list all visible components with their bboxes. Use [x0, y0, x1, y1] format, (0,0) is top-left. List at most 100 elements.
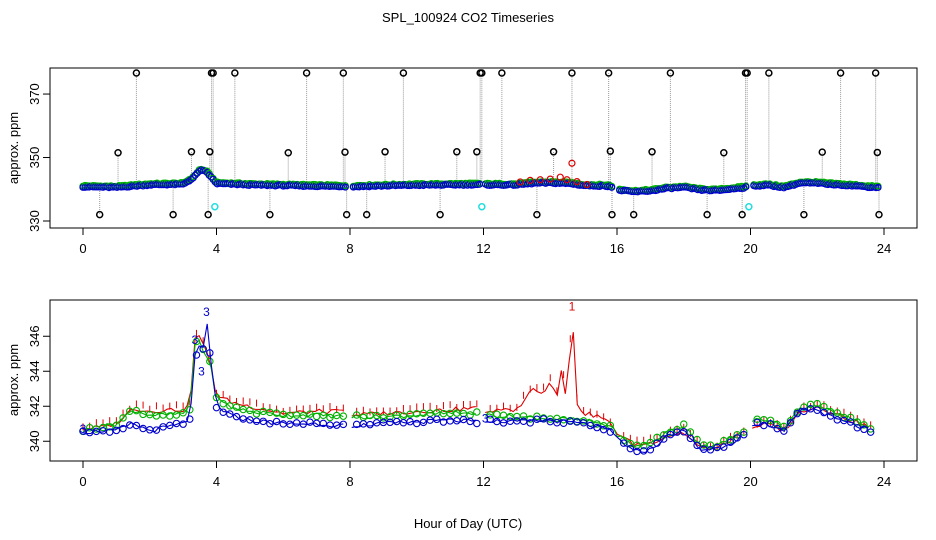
- series-2-marker: [833, 409, 842, 417]
- series-3-marker: [666, 430, 675, 439]
- series-3-marker: [166, 421, 174, 430]
- series-3-marker: [786, 418, 795, 427]
- y-tick-label: 370: [27, 83, 42, 105]
- series-3-marker: [125, 421, 134, 429]
- series-3-marker: [526, 419, 534, 427]
- top-panel: 0 4 8 12 16 20 24 330 350 370 approx. ppm: [6, 67, 918, 256]
- series-2-marker: [192, 337, 201, 346]
- series-3-marker: [679, 428, 688, 436]
- series-3-marker: [766, 420, 775, 428]
- series-2-marker: [179, 408, 187, 417]
- spike-point: [765, 69, 773, 77]
- series-3-marker: [539, 415, 548, 423]
- series-2-marker: [473, 408, 481, 416]
- series-3-point: [874, 183, 882, 192]
- series-1-point: [556, 173, 564, 181]
- series-3-marker: [653, 439, 661, 447]
- x-tick-label: 20: [743, 241, 757, 256]
- spike-point: [266, 210, 274, 219]
- series-3-marker: [419, 418, 428, 427]
- y-tick-label: 344: [27, 360, 42, 382]
- spike-point: [187, 148, 196, 156]
- series-2-marker: [533, 412, 541, 421]
- series-2-marker: [372, 411, 381, 420]
- y-tick-label: 346: [27, 325, 42, 347]
- series-3-marker: [219, 408, 227, 416]
- series-2-marker: [112, 421, 121, 430]
- series-2-marker: [119, 414, 127, 422]
- series-3-marker: [793, 409, 801, 418]
- cyan-point: [478, 202, 486, 211]
- series-3-marker: [112, 426, 121, 435]
- series-2-marker: [466, 411, 474, 419]
- spike-point: [209, 69, 217, 77]
- x-tick-label: 12: [476, 241, 490, 256]
- spike-point: [169, 210, 177, 219]
- x-tick-label: 8: [346, 241, 353, 256]
- series-2-marker: [706, 441, 715, 449]
- series-3-marker: [659, 435, 668, 443]
- series-2-marker: [186, 405, 194, 414]
- series-label-marker: 3: [80, 422, 87, 436]
- series-3-marker: [579, 419, 588, 427]
- series-3-marker: [119, 424, 127, 433]
- spike-point: [453, 148, 461, 156]
- spike-point: [871, 69, 880, 77]
- series-3-marker: [499, 419, 508, 427]
- spike-point: [478, 69, 486, 77]
- series-3-marker: [199, 345, 207, 353]
- x-tick-label: 16: [610, 241, 624, 256]
- series-3-marker: [179, 420, 187, 428]
- bottom-panel-axes: 0 4 8 12 16 20 24 340 342 344 346: [27, 325, 891, 489]
- x-axis-label: Hour of Day (UTC): [414, 516, 522, 531]
- series-3-marker: [212, 403, 221, 412]
- series-3-marker: [486, 415, 494, 424]
- series-3-marker: [226, 410, 234, 418]
- series-1-point: [516, 178, 524, 186]
- x-tick-label: 4: [213, 474, 220, 489]
- cyan-point: [745, 202, 753, 211]
- series-3-marker: [706, 446, 715, 454]
- series-3-marker: [833, 416, 842, 424]
- series-2-marker: [219, 399, 227, 408]
- series-3-marker: [299, 420, 308, 428]
- series-3-marker: [152, 426, 161, 434]
- series-3-marker: [619, 439, 628, 447]
- series-2-marker: [593, 420, 601, 428]
- series-2-marker: [299, 411, 308, 420]
- spike-point: [800, 210, 808, 219]
- series-3-marker: [232, 412, 241, 421]
- series-2-marker: [766, 416, 775, 425]
- series-3-marker: [853, 423, 862, 432]
- bottom-plot-frame: [49, 299, 918, 462]
- spike-point: [436, 210, 444, 219]
- series-3-marker: [800, 407, 808, 416]
- series-2-marker: [312, 412, 321, 421]
- series-3-marker: [820, 408, 828, 417]
- series-2-marker: [306, 410, 314, 418]
- series-2-marker: [653, 433, 661, 442]
- series-label-marker: 3: [198, 364, 205, 378]
- top-panel-axes: 0 4 8 12 16 20 24 330 350 370: [27, 83, 891, 256]
- series-3-marker: [840, 416, 848, 425]
- series-3-marker: [186, 415, 194, 423]
- series-3-line: [82, 323, 344, 435]
- series-3-point: [341, 183, 349, 191]
- spike-point: [204, 210, 212, 219]
- series-1-point: [568, 159, 576, 167]
- series-3-marker: [406, 417, 414, 426]
- series-3-marker: [846, 418, 855, 426]
- x-tick-label: 8: [346, 474, 353, 489]
- series-2-marker: [726, 435, 735, 444]
- spike-point: [743, 69, 751, 77]
- spike-point: [473, 148, 481, 156]
- series-3-marker: [753, 418, 761, 427]
- series-label-marker: 1: [569, 300, 576, 314]
- series-1-point: [546, 175, 554, 183]
- series-3-marker: [646, 446, 655, 454]
- series-2-marker: [860, 421, 868, 429]
- series-label-marker: 3: [191, 333, 198, 347]
- spike-point: [114, 149, 122, 157]
- series-3-marker: [740, 430, 748, 439]
